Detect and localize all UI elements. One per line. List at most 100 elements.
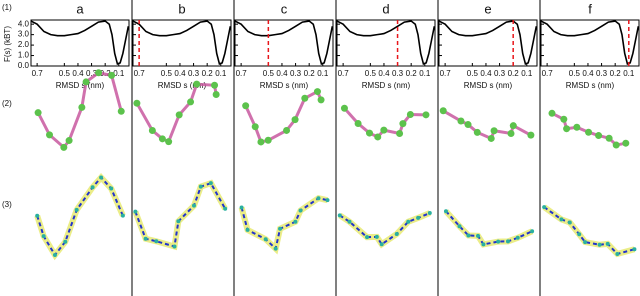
atom [242, 102, 250, 110]
atom [509, 122, 517, 130]
atom [278, 226, 283, 231]
atom [374, 133, 382, 141]
atom [416, 215, 421, 220]
backbone [442, 109, 532, 141]
atom [481, 242, 486, 247]
y-tick-label: 4.0 [18, 19, 30, 28]
atom [473, 128, 481, 136]
atom [365, 129, 373, 137]
x-tick-label: 0.1 [113, 69, 125, 78]
atom [399, 120, 407, 128]
x-tick-label: 0.5 [263, 69, 275, 78]
atom [46, 131, 54, 139]
atom [490, 127, 498, 135]
plot-frame [234, 19, 334, 67]
atom [316, 196, 321, 201]
atom [41, 234, 46, 239]
x-tick-label: 0.1 [521, 69, 533, 78]
atom [380, 126, 388, 134]
chain [543, 206, 635, 256]
x-tick-label: 0.7 [134, 69, 146, 78]
panel-title: f [588, 1, 592, 16]
atom [283, 126, 291, 134]
atom [597, 242, 602, 247]
row-label: (3) [2, 200, 12, 209]
atom [394, 231, 399, 236]
plot-frame [30, 19, 130, 67]
atom [365, 235, 370, 240]
x-tick-label: 0.3 [494, 69, 506, 78]
atom [35, 213, 40, 218]
x-tick-label: 0.5 [365, 69, 377, 78]
plot-frame [438, 19, 538, 67]
x-tick-label: 0.1 [215, 69, 227, 78]
x-tick-label: 0.1 [419, 69, 431, 78]
x-tick-label: 0.7 [440, 69, 452, 78]
atom [133, 209, 138, 214]
energy-curve [234, 20, 334, 65]
atom [622, 139, 630, 147]
atom [117, 107, 125, 115]
atom [396, 130, 404, 138]
panel-title: a [76, 1, 84, 16]
energy-curve [438, 20, 538, 65]
atom [158, 135, 166, 143]
x-tick-label: 0.3 [392, 69, 404, 78]
atom [422, 111, 430, 119]
x-tick-label: 0.4 [72, 69, 84, 78]
atom [301, 94, 309, 102]
x-tick-label: 0.3 [596, 69, 608, 78]
atom [95, 69, 103, 77]
atom [154, 239, 159, 244]
atom [615, 251, 620, 256]
atom [443, 209, 448, 214]
atom [176, 219, 181, 224]
atom [464, 121, 472, 129]
atom [466, 233, 471, 238]
x-tick-label: 0.7 [542, 69, 554, 78]
atom [143, 236, 148, 241]
atom [251, 123, 259, 131]
x-tick-label: 0.2 [508, 69, 520, 78]
atom [298, 208, 303, 213]
atom [476, 233, 481, 238]
x-tick-label: 0.3 [188, 69, 200, 78]
x-tick-label: 0.5 [59, 69, 71, 78]
atom [239, 205, 244, 210]
x-tick-label: 0.2 [304, 69, 316, 78]
x-tick-label: 0.7 [236, 69, 248, 78]
x-tick-label: 0.1 [623, 69, 635, 78]
x-tick-label: 0.7 [338, 69, 350, 78]
atom [567, 220, 572, 225]
atom [120, 213, 125, 218]
atom [530, 229, 535, 234]
atom [406, 111, 414, 119]
atom [496, 239, 501, 244]
atom [212, 90, 220, 98]
atom [34, 109, 42, 117]
atom [439, 107, 447, 115]
y-tick-label: 3.0 [18, 30, 30, 39]
atom [198, 184, 203, 189]
atom [406, 219, 411, 224]
x-tick-label: 0.7 [32, 69, 44, 78]
atom [560, 115, 568, 123]
x-tick-label: 0.2 [610, 69, 622, 78]
atom [108, 71, 116, 79]
atom [109, 186, 114, 191]
atom [74, 207, 79, 212]
atom [223, 206, 228, 211]
atom [542, 205, 547, 210]
panel-title: c [281, 1, 288, 16]
y-tick-label: 2.0 [18, 40, 30, 49]
atom [133, 99, 141, 107]
atom [99, 175, 104, 180]
atom [263, 237, 268, 242]
x-tick-label: 0.4 [480, 69, 492, 78]
atom [90, 185, 95, 190]
x-tick-label: 0.5 [467, 69, 479, 78]
energy-curve [30, 20, 130, 65]
atom [293, 219, 298, 224]
x-axis-label: RMSD s (nm) [464, 81, 513, 90]
